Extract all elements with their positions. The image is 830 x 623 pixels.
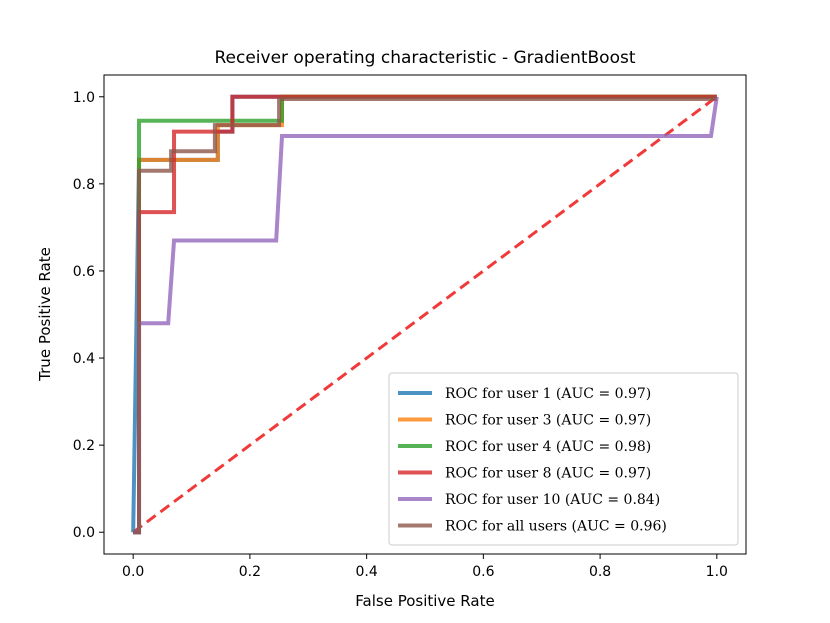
axes-layer: 0.0 0.2 0.4 0.6 0.8 1.0 0.0 0.2 0.4 0.6 0.8 1.0	[73, 90, 728, 580]
x-tick-label: 1.0	[706, 564, 728, 580]
legend-label-4: ROC for user 8 (AUC = 0.97)	[445, 466, 651, 482]
legend-label-6: ROC for all users (AUC = 0.96)	[445, 519, 667, 535]
y-axis-label: True Positive Rate	[36, 247, 54, 382]
x-tick-label: 0.0	[122, 564, 144, 580]
y-tick-label: 0.2	[73, 438, 95, 454]
plot-frame	[103, 74, 747, 555]
x-axis-label: False Positive Rate	[355, 592, 494, 610]
y-tick-label: 0.4	[73, 351, 95, 367]
legend-label-5: ROC for user 10 (AUC = 0.84)	[445, 492, 660, 508]
y-tick-label: 0.6	[73, 264, 95, 280]
y-tick-label: 0.0	[73, 525, 95, 541]
x-tick-label: 0.2	[239, 564, 261, 580]
legend-label-3: ROC for user 4 (AUC = 0.98)	[445, 439, 651, 455]
y-tick-label: 1.0	[73, 90, 95, 106]
x-tick-label: 0.8	[589, 564, 611, 580]
reference-diagonal-line	[132, 95, 718, 534]
legend-label-2: ROC for user 3 (AUC = 0.97)	[445, 413, 651, 429]
legend-label-1: ROC for user 1 (AUC = 0.97)	[445, 386, 651, 402]
legend-box	[388, 372, 739, 546]
legend: ROC for user 1 (AUC = 0.97) ROC for user …	[388, 372, 739, 546]
chart-title: Receiver operating characteristic - Grad…	[214, 48, 635, 68]
series-layer	[131, 94, 719, 535]
y-tick-label: 0.8	[73, 177, 95, 193]
roc-series-line-6	[133, 96, 717, 535]
x-tick-label: 0.6	[472, 564, 494, 580]
x-tick-label: 0.4	[356, 564, 378, 580]
